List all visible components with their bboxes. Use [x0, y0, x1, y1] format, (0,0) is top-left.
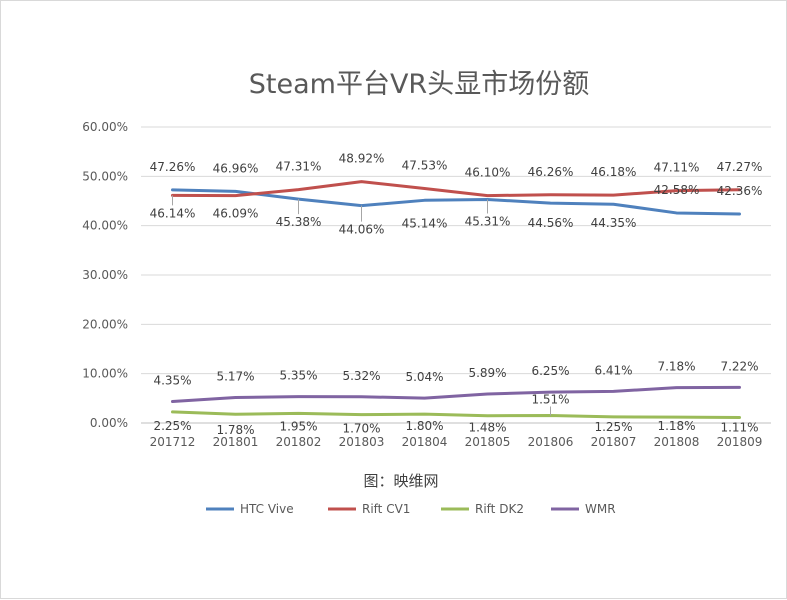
data-label: 45.38% — [276, 215, 322, 229]
data-label: 45.31% — [465, 214, 511, 228]
data-label: 1.18% — [657, 419, 695, 433]
x-tick-label: 201809 — [717, 435, 763, 449]
data-label: 5.32% — [342, 369, 380, 383]
y-axis: 0.00% 10.00% 20.00% 30.00% 40.00% 50.00% 60.00… — [82, 120, 128, 430]
data-label: 5.35% — [279, 369, 317, 383]
chart-caption: 图：映维网 — [363, 472, 438, 490]
data-label: 5.89% — [468, 366, 506, 380]
x-tick-label: 201712 — [150, 435, 196, 449]
data-label: 7.18% — [657, 360, 695, 374]
x-tick-label: 201807 — [591, 435, 637, 449]
y-tick-label: 20.00% — [82, 317, 128, 331]
legend-label: WMR — [585, 502, 616, 516]
data-label: 47.53% — [402, 159, 448, 173]
legend-label: Rift DK2 — [475, 502, 524, 516]
data-label: 47.11% — [654, 161, 700, 175]
y-tick-label: 60.00% — [82, 120, 128, 134]
x-tick-label: 201805 — [465, 435, 511, 449]
series-line-wmr — [171, 385, 741, 404]
data-label: 6.41% — [594, 363, 632, 377]
data-label: 42.36% — [717, 184, 763, 198]
data-label: 44.35% — [591, 216, 637, 230]
data-label: 45.14% — [402, 216, 448, 230]
data-label: 5.04% — [405, 370, 443, 384]
y-tick-label: 30.00% — [82, 268, 128, 282]
data-label: 46.14% — [150, 206, 196, 220]
gridlines — [141, 126, 771, 424]
series-line-htc-vive — [171, 188, 741, 216]
x-tick-label: 201801 — [213, 435, 259, 449]
series-line-rift-dk2 — [171, 410, 741, 420]
x-tick-label: 201806 — [528, 435, 574, 449]
legend-label: Rift CV1 — [362, 502, 410, 516]
data-label: 42.58% — [654, 183, 700, 197]
data-label: 2.25% — [153, 419, 191, 433]
legend: HTC Vive Rift CV1 Rift DK2 WMR — [206, 502, 616, 516]
data-label: 47.31% — [276, 160, 322, 174]
data-label: 46.96% — [213, 161, 259, 175]
y-tick-label: 40.00% — [82, 219, 128, 233]
data-label: 46.10% — [465, 166, 511, 180]
data-label: 7.22% — [720, 359, 758, 373]
data-label: 1.78% — [216, 423, 254, 437]
legend-label: HTC Vive — [240, 502, 294, 516]
y-tick-label: 50.00% — [82, 169, 128, 183]
series-lines — [171, 180, 741, 420]
data-label: 6.25% — [531, 364, 569, 378]
series-line-rift-cv1 — [171, 180, 741, 198]
data-label: 47.26% — [150, 160, 196, 174]
data-label: 1.70% — [342, 422, 380, 436]
data-label: 46.18% — [591, 165, 637, 179]
label-leader-lines — [172, 195, 551, 416]
y-tick-label: 0.00% — [90, 416, 128, 430]
data-label: 1.80% — [405, 419, 443, 433]
x-tick-label: 201808 — [654, 435, 700, 449]
data-label: 1.11% — [720, 421, 758, 435]
data-label: 46.09% — [213, 207, 259, 221]
y-tick-label: 10.00% — [82, 367, 128, 381]
x-axis: 201712 201801 201802 201803 201804 201805 2018… — [150, 435, 763, 449]
data-label: 1.51% — [531, 393, 569, 407]
data-label: 5.17% — [216, 369, 254, 383]
data-label: 1.95% — [279, 419, 317, 433]
data-label: 1.25% — [594, 420, 632, 434]
chart-title: Steam平台VR头显市场份额 — [249, 69, 589, 100]
x-tick-label: 201803 — [339, 435, 385, 449]
data-label: 4.35% — [153, 374, 191, 388]
data-label: 1.48% — [468, 421, 506, 435]
x-tick-label: 201802 — [276, 435, 322, 449]
data-label: 44.06% — [339, 223, 385, 237]
data-label: 48.92% — [339, 152, 385, 166]
x-tick-label: 201804 — [402, 435, 448, 449]
data-labels: 47.26% 46.96% 45.38% 44.06% 45.14% 45.31% 44.5… — [150, 152, 763, 438]
data-label: 44.56% — [528, 216, 574, 230]
data-label: 47.27% — [717, 160, 763, 174]
data-label: 46.26% — [528, 165, 574, 179]
